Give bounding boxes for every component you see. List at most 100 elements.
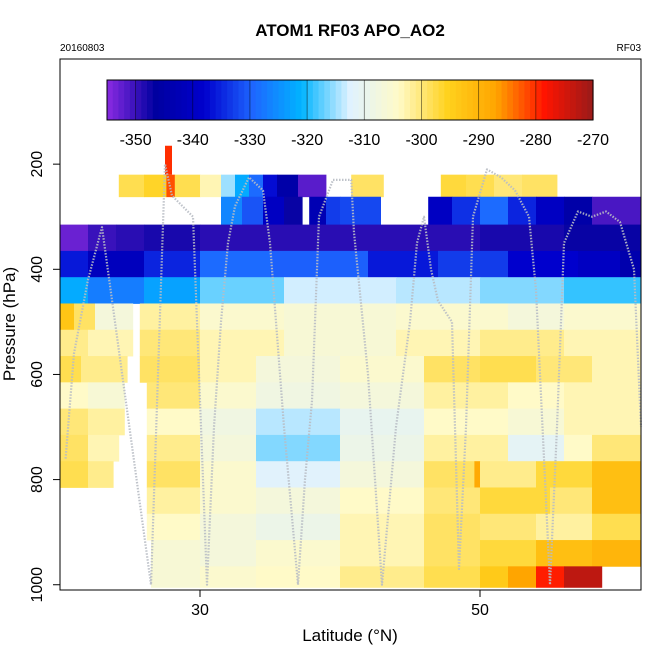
heatmap-cell: [340, 434, 425, 462]
colorbar-segment: [547, 80, 554, 120]
heatmap-cell: [326, 196, 341, 226]
heatmap-cell: [592, 356, 642, 383]
colorbar-segment: [175, 80, 182, 120]
heatmap-cell: [564, 277, 642, 304]
colorbar-segment: [535, 80, 543, 120]
heatmap-cell: [536, 540, 593, 567]
heatmap-cell: [263, 174, 278, 198]
colorbar-segment: [267, 80, 274, 120]
heatmap-cell: [536, 513, 593, 541]
heatmap-cell: [578, 250, 621, 278]
x-axis-label: Latitude (°N): [302, 626, 398, 645]
colorbar-segment: [421, 80, 428, 120]
heatmap-cell: [480, 566, 509, 588]
colorbar-tick-label: -320: [291, 132, 323, 149]
heatmap-cell: [144, 174, 167, 198]
heatmap-cell: [508, 250, 579, 278]
heatmap-cell: [118, 174, 145, 198]
heatmap-cell: [508, 566, 537, 588]
colorbar-segment: [375, 80, 383, 120]
colorbar-segment: [455, 80, 463, 120]
heatmap-cell: [424, 461, 475, 488]
colorbar-segment: [118, 80, 125, 120]
colorbar-segment: [381, 80, 388, 120]
heatmap-cell: [60, 382, 89, 410]
heatmap-cell: [508, 382, 565, 410]
heatmap-cell: [438, 250, 509, 278]
colorbar-segment: [358, 80, 365, 120]
heatmap-cell: [256, 540, 341, 567]
heatmap-cell: [221, 196, 243, 226]
colorbar-segment: [410, 80, 417, 120]
heatmap-cell: [396, 329, 481, 357]
colorbar-segment: [472, 80, 480, 120]
date-label: 20160803: [60, 43, 105, 54]
heatmap-cell: [60, 303, 75, 331]
heatmap-cell: [424, 566, 481, 588]
heatmap-cell: [340, 487, 425, 515]
heatmap-cell: [494, 174, 523, 198]
heatmap-cell: [564, 224, 642, 252]
heatmap-cell: [144, 224, 201, 252]
colorbar-segment: [232, 80, 240, 120]
heatmap-cell: [592, 540, 642, 567]
colorbar-segment: [518, 80, 525, 120]
colorbar-segment: [575, 80, 583, 120]
heatmap-cell: [620, 250, 642, 278]
colorbar-segment: [570, 80, 577, 120]
colorbar-segment: [484, 80, 491, 120]
colorbar-segment: [272, 80, 280, 120]
heatmap-cell: [522, 174, 558, 198]
chart-title: ATOM1 RF03 APO_AO2: [255, 21, 445, 40]
heatmap-cell: [146, 487, 201, 515]
colorbar-segment: [387, 80, 394, 120]
colorbar-segment: [227, 80, 234, 120]
colorbar-segment: [581, 80, 588, 120]
colorbar-segment: [152, 80, 160, 120]
heatmap-cell: [466, 174, 495, 198]
heatmap-cell: [480, 540, 537, 567]
heatmap-cell: [480, 196, 509, 226]
colorbar-segment: [370, 80, 377, 120]
heatmap-cell: [340, 513, 425, 541]
colorbar-segment: [329, 80, 337, 120]
colorbar-segment: [432, 80, 440, 120]
y-tick-label: 200: [29, 151, 46, 178]
colorbar-segment: [238, 80, 245, 120]
heatmap-cell: [200, 356, 257, 383]
colorbar-segment: [249, 80, 257, 120]
colorbar-segment: [461, 80, 468, 120]
colorbar-tick-label: -310: [348, 132, 380, 149]
heatmap-cell: [60, 434, 89, 462]
heatmap-cell: [139, 303, 201, 331]
heatmap-cell: [564, 382, 642, 410]
heatmap-cell: [309, 196, 327, 226]
flight-label: RF03: [617, 43, 642, 54]
heatmap-cell: [480, 329, 565, 357]
colorbar-segment: [164, 80, 171, 120]
colorbar-segment: [467, 80, 474, 120]
heatmap-cell: [424, 356, 481, 383]
heatmap-cell: [200, 303, 285, 331]
heatmap-cell: [242, 196, 264, 226]
colorbar-segment: [204, 80, 211, 120]
heatmap-cell: [200, 382, 257, 410]
colorbar-segment: [289, 80, 297, 120]
heatmap-cells: [60, 145, 642, 588]
colorbar-ticks: -350 -340 -330 -320 -310 -300 -290 -280 -270: [120, 80, 609, 149]
colorbar-segment: [552, 80, 560, 120]
heatmap-cell: [368, 250, 439, 278]
heatmap-spike: [165, 145, 172, 175]
heatmap-cell: [60, 250, 89, 278]
heatmap-cell: [474, 461, 481, 488]
colorbar-segment: [364, 80, 371, 120]
colorbar-segment: [530, 80, 537, 120]
colorbar-segment: [169, 80, 177, 120]
colorbar-segment: [335, 80, 343, 120]
colorbar-tick-label: -290: [463, 132, 495, 149]
heatmap-cell: [256, 487, 341, 515]
colorbar-border: [106, 79, 594, 121]
colorbar-segment: [221, 80, 228, 120]
colorbar-segment: [255, 80, 262, 120]
heatmap-cell: [508, 196, 537, 226]
